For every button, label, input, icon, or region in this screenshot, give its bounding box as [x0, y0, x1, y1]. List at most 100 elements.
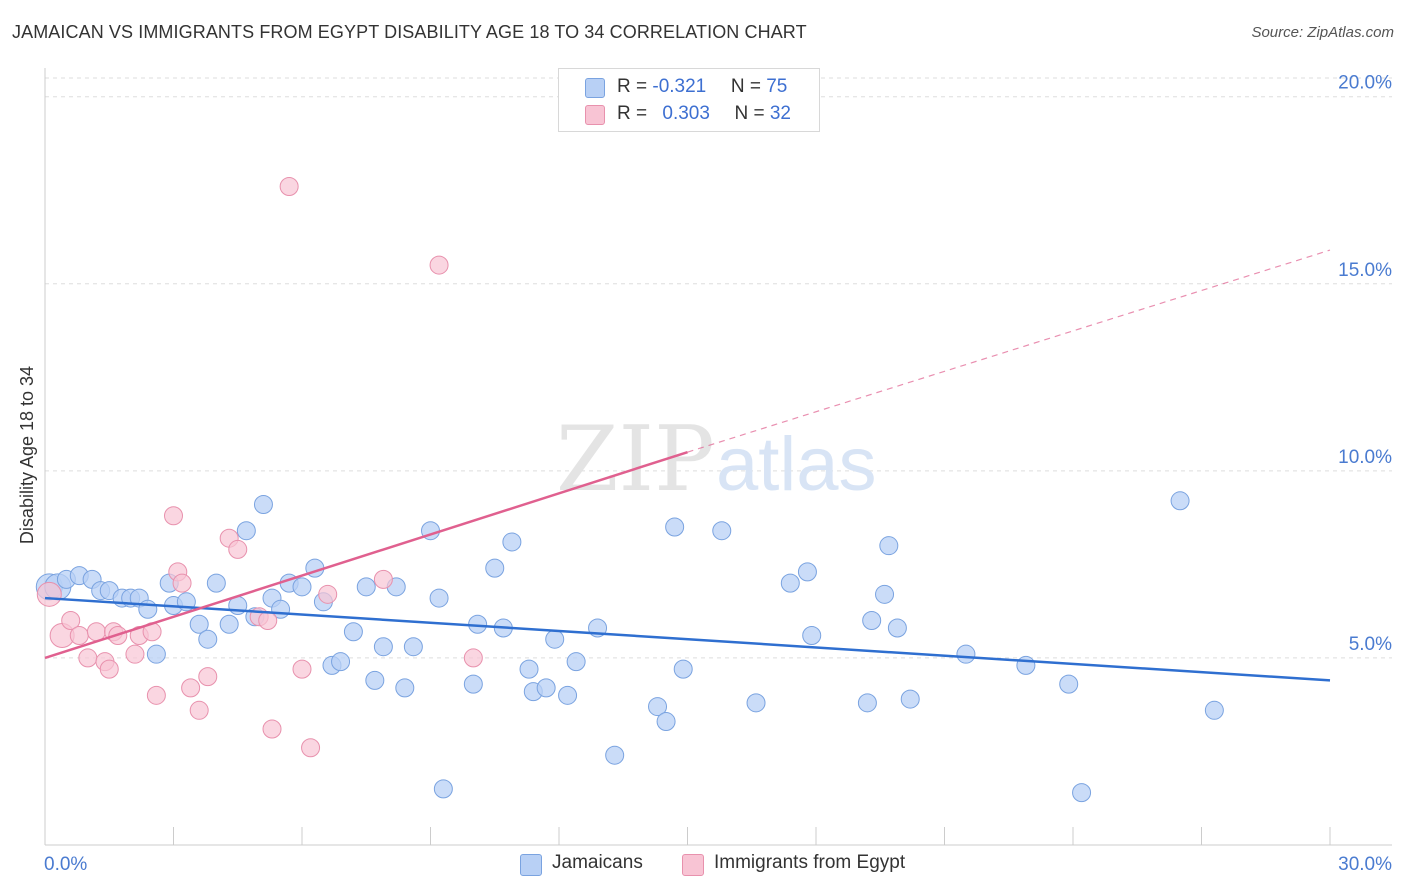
jamaicans-point: [746, 693, 766, 713]
jamaicans-point: [648, 697, 668, 717]
watermark: ZIP atlas: [556, 407, 877, 512]
jamaicans-point: [900, 689, 920, 709]
egypt-point: [279, 177, 299, 197]
gridlines: [45, 77, 1392, 659]
jamaicans-point: [219, 614, 239, 634]
bottom-legend-label: Jamaicans: [552, 852, 643, 873]
jamaicans-point: [189, 614, 209, 634]
jamaicans-point: [485, 558, 505, 578]
jamaicans-point: [712, 521, 732, 541]
jamaicans-point: [236, 521, 256, 541]
egypt-point: [189, 700, 209, 720]
legend-n-label: N =: [730, 76, 767, 97]
egypt-trend-line: [44, 450, 688, 660]
jamaicans-point: [253, 495, 273, 515]
egypt-point: [228, 539, 248, 559]
jamaicans-point: [433, 779, 453, 799]
stats-legend: R = -0.321 N = 75 R = 0.303 N = 32: [558, 68, 820, 132]
bottom-legend-label: Immigrants from Egypt: [714, 852, 906, 873]
jamaicans-point: [292, 577, 312, 597]
jamaicans-point: [862, 611, 882, 631]
y-tick-label: 5.0%: [1349, 634, 1392, 655]
jamaicans-point: [138, 599, 158, 619]
egypt-point: [69, 625, 89, 645]
y-axis-label: Disability Age 18 to 34: [17, 366, 37, 544]
egypt-point: [463, 648, 483, 668]
jamaicans-point: [536, 678, 556, 698]
egypt-point: [78, 648, 98, 668]
legend-swatch-pink: [585, 105, 605, 125]
jamaicans-point: [365, 670, 385, 690]
jamaicans-point: [395, 678, 415, 698]
jamaicans-point: [463, 674, 483, 694]
jamaicans-point: [879, 536, 899, 556]
egypt-trend-line-extended: [687, 249, 1331, 453]
egypt-point: [172, 573, 192, 593]
egypt-points: [36, 177, 483, 758]
egypt-point: [181, 678, 201, 698]
jamaicans-point: [331, 652, 351, 672]
jamaicans-point: [356, 577, 376, 597]
y-tick-label: 20.0%: [1338, 73, 1392, 94]
watermark-zip: ZIP: [556, 407, 715, 512]
trend-lines: [44, 249, 1331, 682]
jamaicans-trend-line: [44, 596, 1331, 682]
egypt-point: [373, 569, 393, 589]
chart-source: Source: ZipAtlas.com: [1251, 24, 1394, 41]
legend-r-value: 0.303: [662, 103, 710, 124]
egypt-point: [86, 622, 106, 642]
jamaicans-point: [802, 625, 822, 645]
y-tick-label: 15.0%: [1338, 260, 1392, 281]
axes: [44, 68, 1392, 846]
egypt-point: [36, 581, 62, 607]
egypt-point: [146, 685, 166, 705]
jamaicans-point: [206, 573, 226, 593]
jamaicans-points: [35, 491, 1224, 803]
jamaicans-point: [545, 629, 565, 649]
jamaicans-point: [857, 693, 877, 713]
egypt-point: [301, 738, 321, 758]
egypt-point: [292, 659, 312, 679]
chart-title: JAMAICAN VS IMMIGRANTS FROM EGYPT DISABI…: [12, 22, 807, 42]
jamaicans-point: [429, 588, 449, 608]
jamaicans-point: [566, 652, 586, 672]
legend-r-label: R =: [617, 103, 653, 124]
jamaicans-point: [1016, 655, 1036, 675]
jamaicans-point: [558, 685, 578, 705]
jamaicans-point: [403, 637, 423, 657]
egypt-point: [198, 667, 218, 687]
egypt-point: [258, 611, 278, 631]
jamaicans-point: [887, 618, 907, 638]
legend-r-label: R =: [617, 76, 653, 97]
jamaicans-point: [780, 573, 800, 593]
legend-swatch-blue: [585, 78, 605, 98]
tick-labels: 5.0% 10.0% 15.0% 20.0% 0.0% 30.0%: [44, 73, 1392, 875]
egypt-point: [318, 584, 338, 604]
egypt-point: [99, 659, 119, 679]
egypt-point: [125, 644, 145, 664]
jamaicans-point: [1072, 783, 1092, 803]
jamaicans-point: [1059, 674, 1079, 694]
x-tick-label: 0.0%: [44, 854, 87, 875]
jamaicans-point: [673, 659, 693, 679]
legend-r-value: -0.321: [652, 76, 707, 97]
jamaicans-point: [1170, 491, 1190, 511]
jamaicans-point: [198, 629, 218, 649]
jamaicans-point: [373, 637, 393, 657]
egypt-point: [164, 506, 183, 526]
jamaicans-point: [656, 712, 676, 732]
egypt-point: [262, 719, 282, 739]
jamaicans-point: [502, 532, 522, 552]
jamaicans-point: [519, 659, 539, 679]
jamaicans-point: [956, 644, 976, 664]
legend-n-value: 32: [769, 103, 791, 124]
x-tick-label: 30.0%: [1338, 854, 1392, 875]
y-tick-label: 10.0%: [1338, 447, 1392, 468]
bottom-legend-swatch-blue: [520, 854, 542, 876]
legend-n-label: N =: [734, 103, 770, 124]
jamaicans-point: [797, 562, 817, 582]
jamaicans-point: [1204, 700, 1224, 720]
jamaicans-point: [875, 584, 895, 604]
jamaicans-point: [605, 745, 625, 765]
